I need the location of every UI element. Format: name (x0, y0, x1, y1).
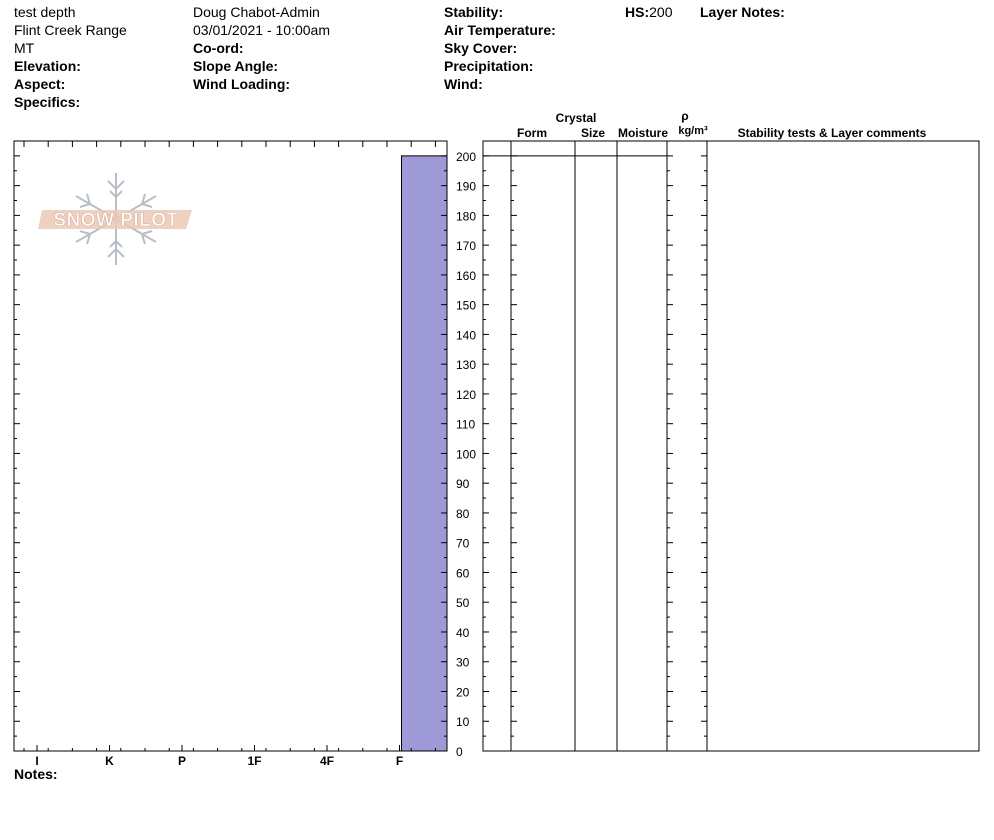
y-tick-label: 20 (456, 685, 470, 699)
air-temperature-label: Air Temperature: (444, 22, 556, 38)
aspect-label: Aspect: (14, 76, 66, 92)
precipitation-label: Precipitation: (444, 58, 534, 74)
x-tick-label: F (396, 754, 403, 768)
hardness-panel-frame (13, 140, 448, 752)
specifics-label: Specifics: (14, 94, 81, 110)
snowflake-logo-icon (38, 173, 192, 265)
layer-table-frame (482, 140, 980, 752)
y-tick-label: 100 (456, 447, 476, 461)
y-tick-label: 30 (456, 656, 470, 670)
y-tick-label: 40 (456, 626, 470, 640)
y-tick-label: 0 (456, 745, 463, 759)
y-tick-label: 50 (456, 596, 470, 610)
size-header: Size (580, 126, 605, 140)
hardness-layer-bar (401, 155, 448, 752)
state-name: MT (14, 40, 35, 56)
hs-readout: HS:200 (625, 3, 672, 21)
moisture-header: Moisture (617, 126, 668, 140)
coord-label: Co-ord: (193, 40, 244, 56)
y-tick-label: 10 (456, 715, 470, 729)
sky-cover-label: Sky Cover: (444, 40, 518, 56)
x-tick-label: 4F (320, 754, 334, 768)
y-axis-ticks (14, 140, 707, 752)
y-tick-label: 180 (456, 209, 476, 223)
slope-angle-label: Slope Angle: (193, 58, 279, 74)
logo-text: SNOW PILOT (53, 210, 178, 231)
x-tick-label: P (178, 754, 186, 768)
x-tick-label: I (35, 754, 38, 768)
y-tick-label: 170 (456, 239, 476, 253)
comments-header: Stability tests & Layer comments (737, 126, 927, 140)
chart-frames (13, 140, 980, 752)
y-tick-label: 90 (456, 477, 470, 491)
y-tick-label: 110 (456, 418, 475, 432)
wind-label: Wind: (444, 76, 483, 92)
form-header: Form (517, 126, 547, 140)
y-tick-label: 80 (456, 507, 470, 521)
x-tick-label: 1F (247, 754, 261, 768)
hs-value: 200 (649, 4, 673, 20)
crystal-header: Crystal (555, 111, 597, 125)
layer-notes-label: Layer Notes: (700, 4, 785, 20)
density-rho-header: ρ (681, 109, 689, 123)
y-tick-label: 200 (456, 150, 476, 164)
hardness-layers (401, 155, 448, 752)
y-tick-label: 120 (456, 388, 476, 402)
elevation-label: Elevation: (14, 58, 81, 74)
y-tick-label: 70 (456, 537, 470, 551)
y-tick-label: 190 (456, 180, 476, 194)
stability-label: Stability: (444, 4, 504, 20)
y-tick-label: 130 (456, 358, 476, 372)
y-axis-labels: 0 10 20 30 40 50 60 70 80 90 100 110 120 130 140 150 160… (456, 150, 476, 759)
hs-label: HS: (625, 4, 650, 20)
wind-loading-label: Wind Loading: (193, 76, 291, 92)
site-name: test depth (14, 4, 76, 20)
x-axis-labels: I K P 1F 4F F (35, 754, 403, 768)
y-tick-label: 150 (456, 299, 476, 313)
observer-name: Doug Chabot-Admin (193, 4, 320, 20)
observation-datetime: 03/01/2021 - 10:00am (193, 22, 330, 38)
x-tick-label: K (105, 754, 114, 768)
notes-label: Notes: (14, 766, 58, 782)
range-name: Flint Creek Range (14, 22, 127, 38)
y-tick-label: 60 (456, 566, 470, 580)
y-tick-label: 140 (456, 328, 476, 342)
density-unit-header: kg/m³ (678, 125, 708, 137)
y-tick-label: 160 (456, 269, 476, 283)
